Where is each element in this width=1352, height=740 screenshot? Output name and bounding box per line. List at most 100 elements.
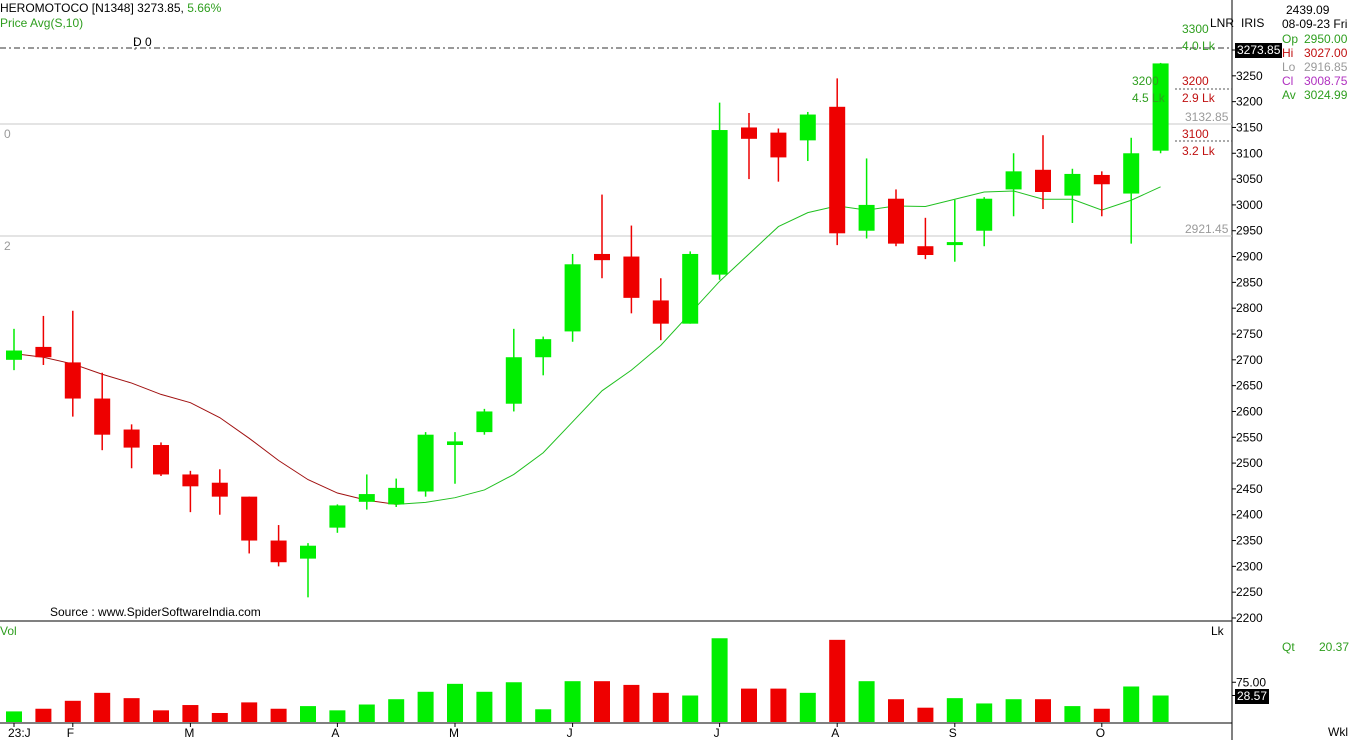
- candle-body: [241, 496, 258, 541]
- price-tick-label: 2450: [1236, 482, 1263, 496]
- time-tick-label: S: [949, 726, 957, 740]
- candle: [300, 543, 316, 598]
- level-3200-left-label: 3200: [1132, 74, 1159, 88]
- info-date: 08-09-23 Fri: [1282, 17, 1348, 31]
- price-tick-label: 2900: [1236, 250, 1263, 264]
- volume-bar: [358, 704, 375, 722]
- candle: [388, 478, 405, 507]
- candle: [829, 78, 846, 246]
- candle: [417, 432, 434, 497]
- chart-frame: [0, 0, 1233, 740]
- candle: [35, 315, 52, 365]
- high-value: 3027.00: [1304, 46, 1348, 60]
- info-high: Hi 3027.00: [1282, 46, 1347, 60]
- level-3200-right-volume: 2.9 Lk: [1182, 91, 1215, 105]
- volume-bar: [417, 691, 434, 722]
- volume-bar: [241, 702, 258, 722]
- candle: [329, 504, 346, 533]
- symbol-label: HEROMOTOCO [N1348]: [0, 1, 134, 15]
- candle: [535, 336, 552, 376]
- level-3200-left-volume: 4.5 Lk: [1132, 91, 1165, 105]
- time-tick-label: A: [331, 726, 339, 740]
- candle: [888, 189, 904, 247]
- candle-body: [594, 253, 610, 261]
- candle-body: [976, 198, 993, 231]
- level-two-label: 2: [4, 239, 11, 253]
- price-grid: [0, 123, 1232, 237]
- time-tick-label: A: [831, 726, 839, 740]
- candle: [770, 128, 787, 182]
- candle-body: [564, 264, 581, 332]
- time-tick-label: J: [567, 726, 573, 740]
- volume-bar: [35, 708, 52, 722]
- price-tick-label: 3050: [1236, 172, 1263, 186]
- price-tick-label: 2850: [1236, 275, 1263, 289]
- candle: [358, 474, 375, 510]
- level-zero-label: 0: [4, 127, 11, 141]
- candle: [652, 278, 669, 341]
- candle: [211, 469, 228, 515]
- volume-bar: [1152, 695, 1169, 722]
- time-tick-label: F: [67, 726, 74, 740]
- volume-bar: [976, 703, 993, 722]
- candle: [241, 496, 258, 554]
- candle: [182, 470, 199, 513]
- volume-bar: [946, 698, 963, 722]
- info-average: Av 3024.99: [1282, 88, 1347, 102]
- volume-tick-label: 75.00: [1236, 675, 1266, 689]
- volume-bar: [564, 681, 581, 722]
- price-tick-label: 3150: [1236, 120, 1263, 134]
- price-tick-label: 2800: [1236, 301, 1263, 315]
- price-tick-label: 2600: [1236, 404, 1263, 418]
- ref-price-2921: 2921.45: [1185, 222, 1229, 236]
- open-label: Op: [1282, 32, 1299, 46]
- candle-body: [94, 398, 111, 435]
- candle-body: [476, 411, 493, 433]
- candle-body: [623, 256, 640, 298]
- chart-title: HEROMOTOCO [N1348] 3273.85, 5.66%: [0, 1, 221, 15]
- volume-bar: [6, 711, 22, 722]
- volume-bar: [858, 681, 875, 722]
- volume-bar: [1064, 706, 1081, 722]
- volume-bar: [476, 691, 493, 722]
- volume-bar: [447, 683, 463, 722]
- volume-bar: [1123, 686, 1140, 722]
- volume-bar: [329, 710, 346, 722]
- time-axis: 23:J F M A M J J A S O: [8, 723, 1105, 740]
- candle-body: [123, 429, 140, 448]
- qty-value: 20.37: [1319, 640, 1350, 654]
- volume-bar: [64, 700, 81, 722]
- candle-body: [1093, 174, 1110, 185]
- candle-body: [1152, 63, 1169, 151]
- price-axis: 3300325032003150310030503000295029002850…: [1232, 43, 1263, 625]
- time-tick-label: M: [184, 726, 194, 740]
- volume-bar: [153, 710, 169, 722]
- price-tick-label: 2750: [1236, 327, 1263, 341]
- volume-bar: [741, 688, 757, 722]
- price-tick-label: 2700: [1236, 353, 1263, 367]
- current-volume-box: 28.57: [1235, 689, 1270, 704]
- price-tick-label: 2300: [1236, 559, 1263, 573]
- candle-body: [535, 339, 552, 358]
- volume-bar: [799, 692, 816, 722]
- volume-bar: [94, 692, 111, 722]
- candle-body: [1005, 171, 1022, 190]
- volume-bar: [1093, 708, 1110, 722]
- candle-body: [388, 487, 405, 505]
- volume-series: [6, 638, 1169, 722]
- candle-body: [153, 445, 169, 475]
- info-qty: Qt 20.37: [1282, 640, 1349, 654]
- candle-body: [447, 441, 463, 446]
- volume-panel-label: Vol: [0, 624, 17, 638]
- time-tick-label: 23:J: [8, 726, 31, 740]
- volume-bar: [300, 706, 316, 722]
- close-value: 3008.75: [1304, 74, 1348, 88]
- volume-bar: [123, 698, 140, 722]
- volume-bar: [505, 682, 522, 722]
- candle: [682, 251, 699, 324]
- candle-body: [35, 346, 52, 358]
- candle-body: [300, 545, 316, 559]
- level-3300-volume: 4.0 Lk: [1182, 39, 1215, 53]
- candle-body: [1123, 153, 1140, 194]
- candle-body: [799, 114, 816, 141]
